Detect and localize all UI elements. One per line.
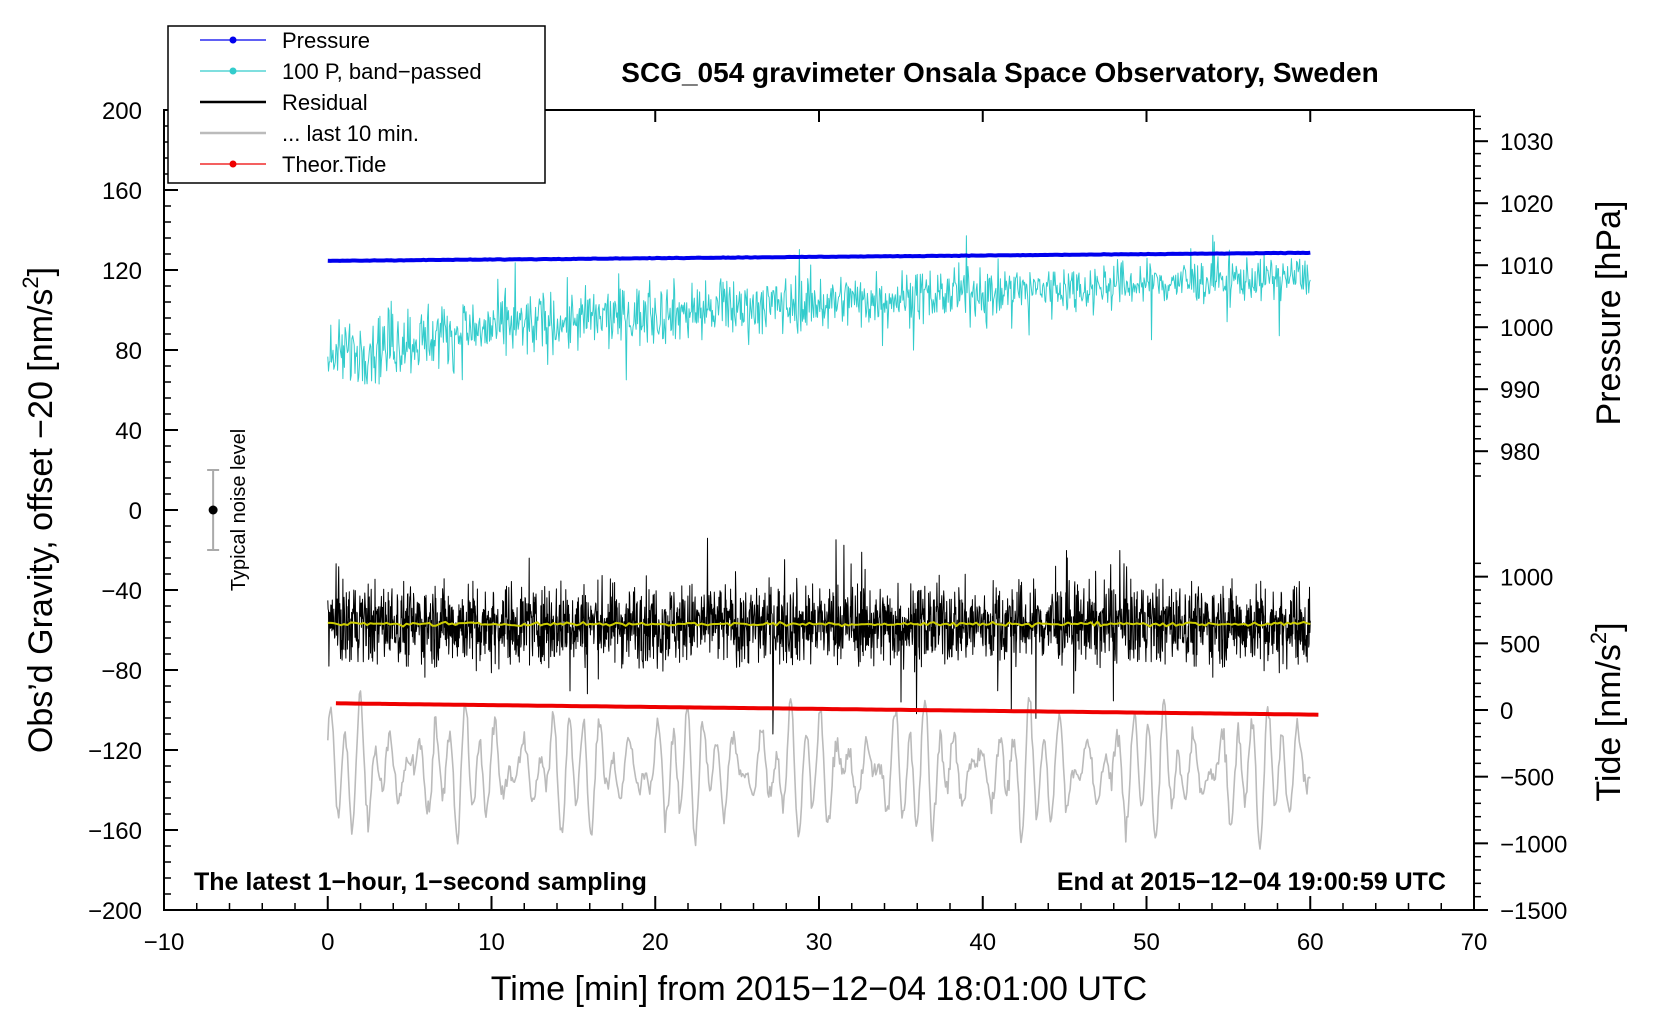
y-tick-label: 120: [102, 258, 142, 285]
legend-marker: [229, 36, 237, 44]
tide-tick-label: 500: [1500, 631, 1540, 658]
y-tick-label: −40: [101, 578, 142, 605]
y-axis-title-unit: [nm/s: [22, 289, 60, 372]
footer-right: End at 2015−12−04 19:00:59 UTC: [1057, 868, 1446, 896]
series-theoretical-tide: [335, 701, 1319, 717]
y-tick-label: −160: [88, 818, 142, 845]
tide-axis-title: Tide [nm/s2]: [1586, 622, 1628, 801]
y-axis-title-end: ]: [22, 267, 60, 276]
x-tick-label: 70: [1461, 929, 1488, 956]
x-axis-title: Time [min] from 2015−12−04 18:01:00 UTC: [491, 970, 1147, 1008]
pressure-tick-label: 1010: [1500, 253, 1553, 280]
noise-label: Typical noise level: [228, 429, 250, 591]
tide-axis-title-unit: [nm/s: [1590, 644, 1628, 727]
tide-axis-title-main: Tide: [1590, 737, 1628, 802]
y-axis-title-main: Obs’d Gravity, offset −20: [22, 381, 60, 753]
legend-marker: [229, 67, 237, 75]
y-tick-label: 80: [115, 338, 142, 365]
tide-tick-label: −1500: [1500, 898, 1567, 925]
tide-axis-title-sup: 2: [1586, 632, 1611, 644]
y-tick-label: −120: [88, 738, 142, 765]
series-band-passed-pressure: [327, 234, 1311, 385]
legend-marker: [229, 160, 237, 168]
x-tick-label: 40: [969, 929, 996, 956]
pressure-tick-label: 980: [1500, 439, 1540, 466]
tide-axis-title-end: ]: [1590, 622, 1628, 631]
y-tick-label: 160: [102, 178, 142, 205]
series-last-10-min: [327, 690, 1311, 850]
legend-label: Residual: [282, 90, 368, 115]
axes-layer: −10 0 10 20 30 40 50 60 7020016012080400−40−80−1…: [88, 98, 1567, 956]
legend-label: Theor.Tide: [282, 152, 386, 177]
pressure-tick-label: 1020: [1500, 191, 1553, 218]
y-axis-title-space: [22, 372, 60, 381]
legend-label: 100 P, band−passed: [282, 59, 482, 84]
y-axis-title: Obs’d Gravity, offset −20 [nm/s2]: [18, 267, 60, 753]
pressure-tick-label: 1030: [1500, 129, 1553, 156]
x-tick-label: −10: [144, 929, 185, 956]
noise-center-dot: [208, 505, 218, 515]
legend-label: ... last 10 min.: [282, 121, 419, 146]
tide-tick-label: −1000: [1500, 831, 1567, 858]
series-pressure: [327, 250, 1311, 263]
y-tick-label: 0: [129, 498, 142, 525]
series-layer: [327, 234, 1319, 850]
noise-indicator: Typical noise level: [207, 429, 250, 591]
tide-tick-label: 0: [1500, 698, 1513, 725]
footer-left: The latest 1−hour, 1−second sampling: [194, 868, 647, 896]
legend: Pressure 100 P, band−passed Residual ... la…: [167, 25, 546, 184]
legend-box: [167, 25, 546, 184]
x-tick-label: 50: [1133, 929, 1160, 956]
pressure-axis-title: Pressure [hPa]: [1590, 201, 1628, 426]
pressure-tick-label: 1000: [1500, 315, 1553, 342]
x-tick-label: 10: [478, 929, 505, 956]
x-tick-label: 20: [642, 929, 669, 956]
series-residual-mean: [327, 620, 1311, 628]
series-residual: [327, 537, 1311, 735]
y-axis-title-sup: 2: [18, 276, 43, 288]
x-tick-label: 60: [1297, 929, 1324, 956]
tide-axis-title-space: [1590, 727, 1628, 736]
y-tick-label: −200: [88, 898, 142, 925]
x-tick-label: 0: [321, 929, 334, 956]
legend-label: Pressure: [282, 28, 370, 53]
tide-tick-label: 1000: [1500, 565, 1553, 592]
tide-tick-label: −500: [1500, 765, 1554, 792]
y-tick-label: −80: [101, 658, 142, 685]
y-tick-label: 200: [102, 98, 142, 125]
y-tick-label: 40: [115, 418, 142, 445]
chart-title: SCG_054 gravimeter Onsala Space Observat…: [621, 57, 1378, 88]
x-tick-label: 30: [806, 929, 833, 956]
pressure-tick-label: 990: [1500, 377, 1540, 404]
